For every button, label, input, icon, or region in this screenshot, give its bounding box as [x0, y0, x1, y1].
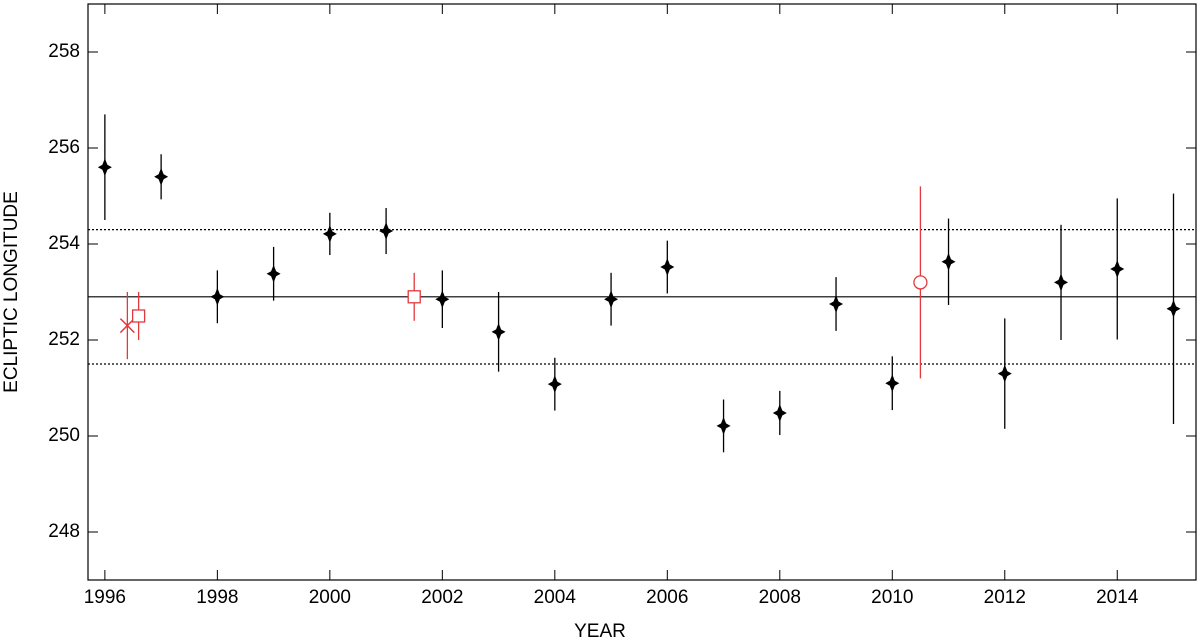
- point: [97, 158, 112, 177]
- point: [435, 290, 450, 309]
- y-tick-label: 250: [48, 425, 80, 446]
- plot-frame: [87, 3, 1197, 581]
- point: [660, 258, 675, 277]
- x-tick-label: 2000: [309, 587, 351, 608]
- point: [379, 222, 394, 241]
- point: [913, 275, 928, 290]
- point: [604, 290, 619, 309]
- point: [407, 290, 421, 304]
- x-tick-label: 2006: [646, 587, 688, 608]
- point: [266, 264, 281, 283]
- x-tick-label: 1998: [196, 587, 238, 608]
- x-tick-label: 2014: [1096, 587, 1139, 608]
- point: [885, 374, 900, 393]
- point: [154, 167, 169, 186]
- point: [829, 295, 844, 313]
- y-tick-label: 252: [48, 329, 80, 350]
- x-tick-label: 2010: [871, 587, 913, 608]
- point: [547, 375, 562, 394]
- point: [716, 416, 731, 435]
- point: [210, 287, 225, 306]
- point: [1110, 259, 1125, 278]
- point: [997, 364, 1012, 383]
- point: [131, 309, 146, 323]
- point: [491, 322, 506, 341]
- point: [322, 224, 337, 243]
- point: [1054, 273, 1069, 292]
- x-tick-label: 1996: [84, 587, 126, 608]
- x-axis-label: YEAR: [574, 621, 626, 642]
- point: [941, 252, 956, 271]
- y-tick-label: 254: [48, 233, 80, 254]
- x-tick-label: 2012: [984, 587, 1026, 608]
- y-tick-label: 248: [48, 521, 80, 542]
- y-tick-label: 258: [48, 41, 80, 62]
- x-tick-label: 2004: [534, 587, 577, 608]
- point: [772, 403, 787, 422]
- y-axis-label: ECLIPTIC LONGITUDE: [1, 191, 22, 393]
- x-tick-label: 2002: [421, 587, 463, 608]
- y-tick-label: 256: [48, 137, 80, 158]
- point: [1166, 299, 1181, 318]
- x-tick-label: 2008: [759, 587, 801, 608]
